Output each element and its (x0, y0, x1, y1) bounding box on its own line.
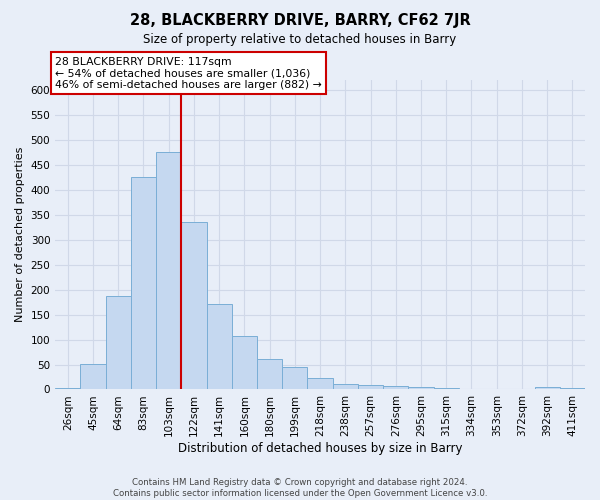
Bar (358, 385, 383, 390)
Bar (206, 304, 232, 390)
Bar (434, 388, 459, 390)
Bar (131, 178, 156, 390)
Bar (409, 387, 434, 390)
Bar (257, 358, 282, 390)
Bar (332, 384, 358, 390)
Bar (181, 222, 206, 390)
Bar (282, 367, 307, 390)
Bar (80, 364, 106, 390)
Text: Size of property relative to detached houses in Barry: Size of property relative to detached ho… (143, 32, 457, 46)
Y-axis label: Number of detached properties: Number of detached properties (15, 147, 25, 322)
Text: Contains HM Land Registry data © Crown copyright and database right 2024.
Contai: Contains HM Land Registry data © Crown c… (113, 478, 487, 498)
Bar (156, 152, 181, 390)
X-axis label: Distribution of detached houses by size in Barry: Distribution of detached houses by size … (178, 442, 463, 455)
Bar (307, 378, 332, 390)
Bar (535, 388, 560, 390)
Bar (106, 296, 131, 390)
Text: 28, BLACKBERRY DRIVE, BARRY, CF62 7JR: 28, BLACKBERRY DRIVE, BARRY, CF62 7JR (130, 12, 470, 28)
Bar (232, 336, 257, 390)
Bar (560, 388, 585, 390)
Text: 28 BLACKBERRY DRIVE: 117sqm
← 54% of detached houses are smaller (1,036)
46% of : 28 BLACKBERRY DRIVE: 117sqm ← 54% of det… (55, 57, 322, 90)
Bar (383, 386, 409, 390)
Bar (55, 388, 80, 390)
